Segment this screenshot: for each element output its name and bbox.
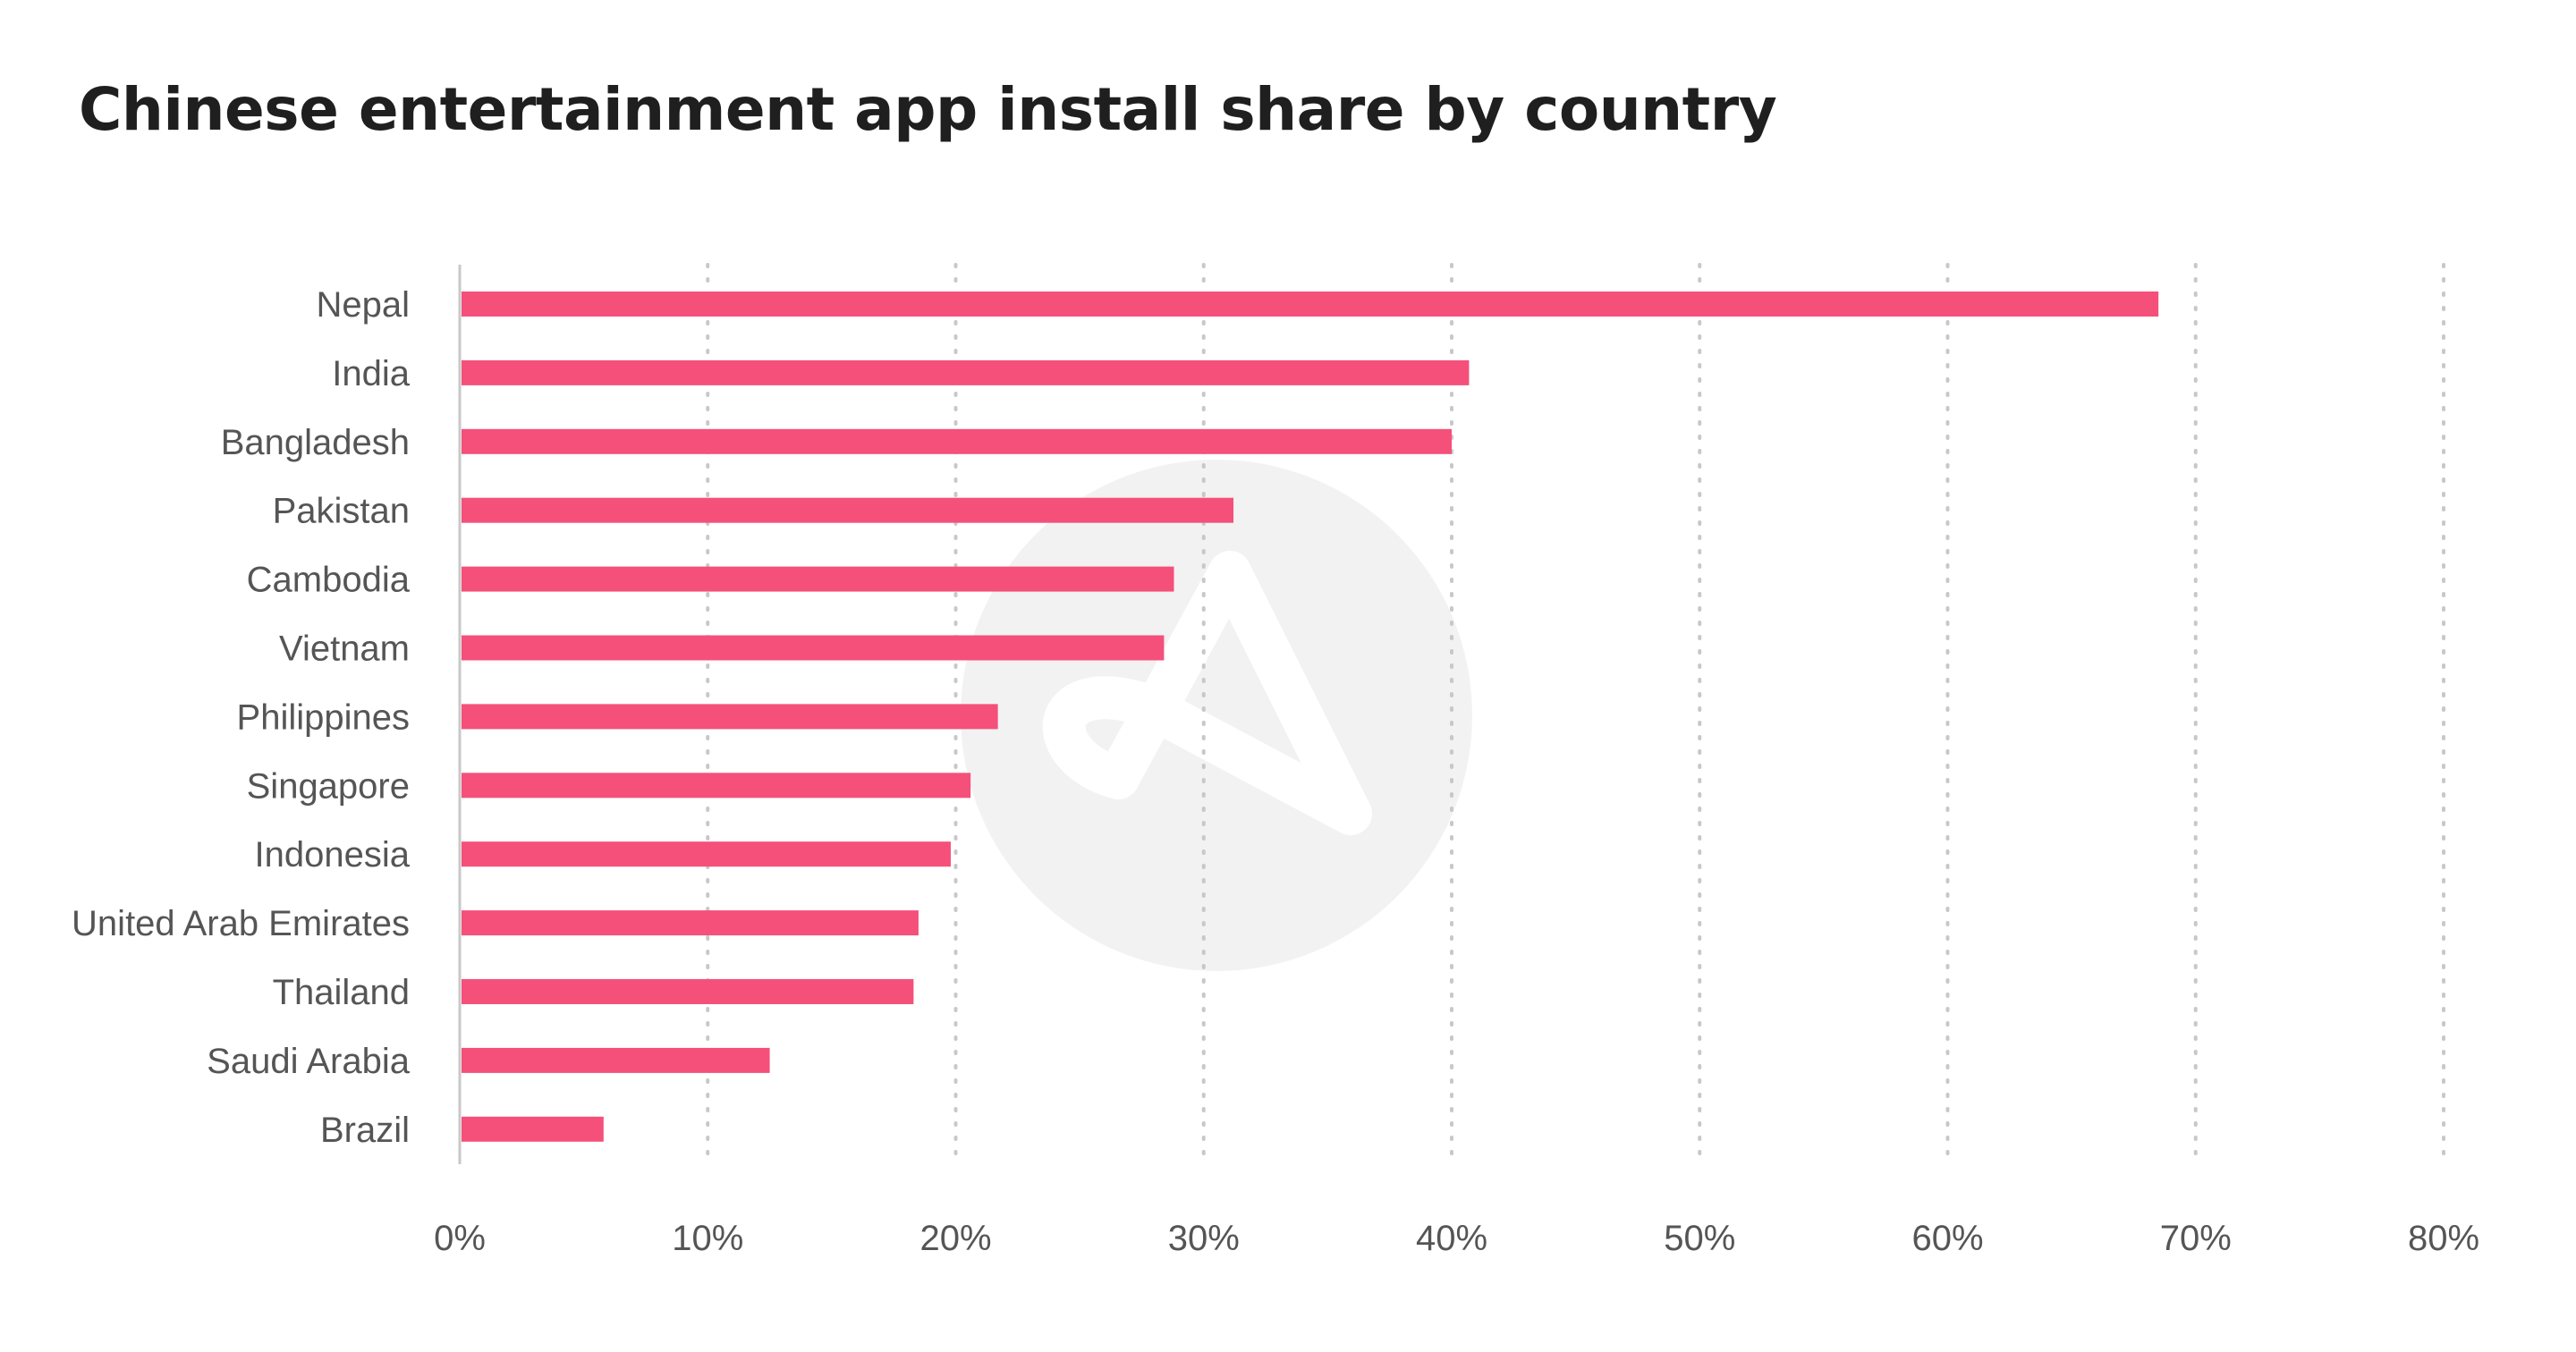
bar-thailand bbox=[462, 979, 914, 1004]
category-label: Singapore bbox=[247, 766, 410, 806]
category-label: United Arab Emirates bbox=[72, 904, 410, 943]
bars bbox=[462, 292, 2159, 1142]
x-tick-label: 20% bbox=[919, 1219, 991, 1258]
bar-nepal bbox=[462, 292, 2159, 317]
category-label: Vietnam bbox=[279, 630, 410, 669]
category-label: Nepal bbox=[316, 285, 410, 325]
category-label: India bbox=[332, 354, 410, 393]
watermark-logo-icon bbox=[961, 460, 1472, 971]
category-label: Bangladesh bbox=[221, 423, 410, 462]
bar-vietnam bbox=[462, 635, 1165, 661]
bar-bangladesh bbox=[462, 428, 1452, 454]
x-tick-label: 10% bbox=[672, 1219, 743, 1258]
bar-united-arab-emirates bbox=[462, 910, 919, 936]
bar-philippines bbox=[462, 704, 998, 730]
bar-india bbox=[462, 359, 1470, 385]
category-label: Saudi Arabia bbox=[207, 1042, 411, 1081]
x-tick-labels: 0% 10% 20% 30% 40% 50% 60% 70% 80% bbox=[434, 1219, 2479, 1258]
bar-pakistan bbox=[462, 497, 1234, 523]
x-tick-label: 80% bbox=[2408, 1219, 2479, 1258]
x-tick-label: 30% bbox=[1168, 1219, 1240, 1258]
category-label: Philippines bbox=[237, 697, 410, 737]
x-tick-label: 0% bbox=[434, 1219, 486, 1258]
category-label: Brazil bbox=[320, 1111, 410, 1150]
category-label: Cambodia bbox=[247, 561, 411, 600]
category-label: Indonesia bbox=[255, 835, 411, 875]
bar-indonesia bbox=[462, 841, 951, 867]
chart-title: Chinese entertainment app install share … bbox=[79, 75, 1777, 144]
x-tick-label: 70% bbox=[2160, 1219, 2232, 1258]
x-tick-label: 50% bbox=[1664, 1219, 1735, 1258]
x-tick-label: 40% bbox=[1416, 1219, 1487, 1258]
bar-saudi-arabia bbox=[462, 1047, 770, 1073]
bar-cambodia bbox=[462, 566, 1174, 592]
bar-brazil bbox=[462, 1116, 604, 1142]
category-label: Thailand bbox=[273, 973, 410, 1012]
bar-singapore bbox=[462, 773, 971, 799]
x-tick-label: 60% bbox=[1911, 1219, 1983, 1258]
category-label: Pakistan bbox=[273, 492, 410, 531]
category-labels: Nepal India Bangladesh Pakistan Cambodia Viet… bbox=[72, 285, 411, 1150]
